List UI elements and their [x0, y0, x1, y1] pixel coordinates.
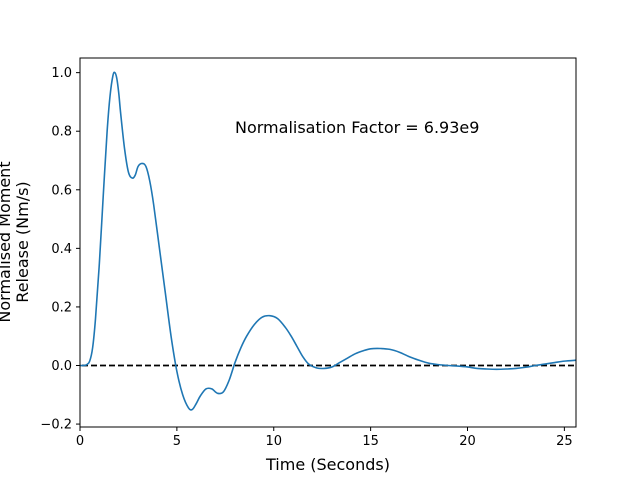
y-tick-label: 0.6	[51, 183, 72, 198]
x-axis-ticks: 0 5 10 15 20 25	[76, 427, 573, 449]
plot-frame	[79, 57, 577, 428]
y-axis-ticks: −0.2 0.0 0.2 0.4 0.6 0.8 1.0	[40, 66, 80, 433]
y-tick-label: −0.2	[40, 418, 72, 433]
y-axis-label: Normalised Moment Release (Nm/s)	[0, 161, 32, 322]
y-tick-label: 0.0	[51, 359, 72, 374]
x-tick-label: 5	[173, 434, 181, 449]
y-tick-label: 0.2	[51, 300, 72, 315]
y-tick-label: 0.4	[51, 242, 72, 257]
x-tick-label: 10	[265, 434, 282, 449]
normalisation-annotation: Normalisation Factor = 6.93e9	[235, 118, 479, 137]
x-tick-label: 25	[556, 434, 573, 449]
x-tick-label: 15	[362, 434, 379, 449]
y-tick-label: 1.0	[51, 66, 72, 81]
x-tick-label: 0	[76, 434, 84, 449]
x-tick-label: 20	[459, 434, 476, 449]
y-axis-label-line-1: Normalised Moment	[0, 161, 14, 322]
x-axis-label: Time (Seconds)	[265, 455, 390, 474]
y-tick-label: 0.8	[51, 125, 72, 140]
plot-background	[80, 58, 576, 427]
series-layer	[79, 71, 577, 411]
y-axis-label-line-2: Release (Nm/s)	[13, 181, 32, 302]
series-line-0	[79, 71, 577, 411]
